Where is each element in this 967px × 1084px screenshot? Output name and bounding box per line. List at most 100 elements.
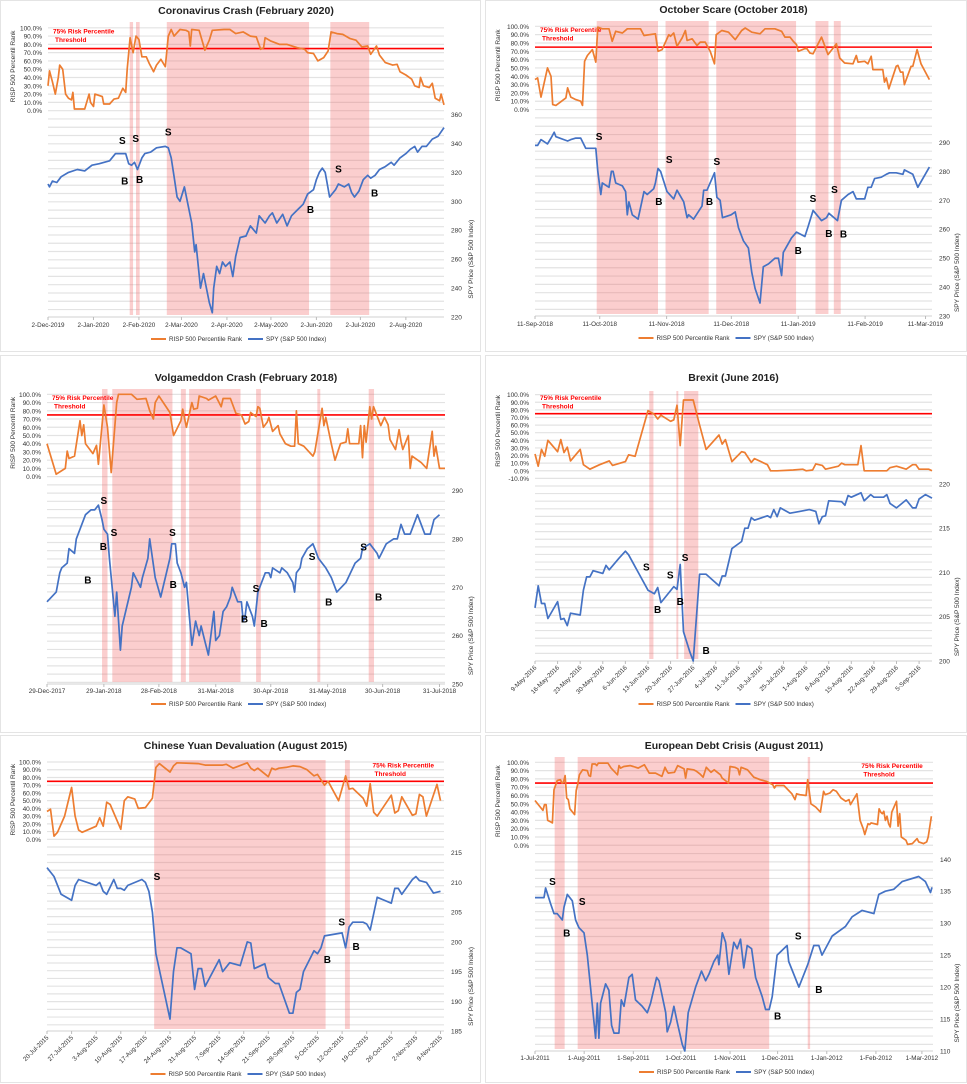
x-axis-tick-label: 28-Feb-2018 <box>141 688 178 695</box>
spy-axis-tick-label: 270 <box>452 585 463 592</box>
spy-axis-tick-label: 115 <box>940 1017 951 1024</box>
spy-axis-tick-label: 280 <box>452 536 463 543</box>
chart-title: Volgameddon Crash (February 2018) <box>155 372 337 384</box>
x-axis-tick-label: 31-May-2018 <box>309 688 347 695</box>
risp-axis-tick-label: 10.0% <box>23 829 42 836</box>
risk-shaded-region <box>649 391 654 659</box>
sell-signal-marker: S <box>119 136 126 147</box>
spy-axis-tick-label: 220 <box>939 481 950 488</box>
risp-axis-tick-label: 0.0% <box>27 108 42 115</box>
threshold-label-line2: Threshold <box>542 403 573 410</box>
spy-axis-tick-label: 220 <box>451 315 462 322</box>
risk-shaded-region <box>684 391 699 659</box>
risp-axis-tick-label: 90.0% <box>23 767 42 774</box>
spy-axis-tick-label: 130 <box>940 921 951 928</box>
x-axis-tick-label: 2-Jul-2020 <box>346 322 376 329</box>
buy-signal-marker: B <box>121 177 128 188</box>
x-axis-tick-label: 26-Oct-2015 <box>365 1034 395 1064</box>
buy-signal-marker: B <box>706 197 713 208</box>
spy-axis-tick-label: 250 <box>939 256 950 263</box>
buy-signal-marker: B <box>241 615 248 626</box>
sell-signal-marker: S <box>643 563 650 574</box>
risk-shaded-region <box>256 389 261 682</box>
sell-signal-marker: S <box>579 897 586 908</box>
spy-axis-tick-label: 125 <box>940 953 951 960</box>
sell-signal-marker: S <box>714 157 721 168</box>
x-axis-tick-label: 30-Apr-2018 <box>253 688 289 695</box>
risp-axis-tick-label: 70.0% <box>23 783 42 790</box>
risp-axis-tick-label: 0.0% <box>514 468 529 475</box>
x-axis-tick-label: 1-Dec-2011 <box>761 1055 794 1062</box>
risp-axis-tick-label: 10.0% <box>511 461 530 468</box>
risp-axis-tick-label: 70.0% <box>511 415 530 422</box>
spy-axis-tick-label: 210 <box>939 570 950 577</box>
legend-risp-label: RISP 500 Percentile Rank <box>657 1069 731 1076</box>
risp-axis-tick-label: 60.0% <box>23 790 42 797</box>
sell-signal-marker: S <box>335 164 342 175</box>
legend-risp-label: RISP 500 Percentile Rank <box>169 1071 243 1078</box>
sell-signal-marker: S <box>111 528 118 539</box>
buy-signal-marker: B <box>170 580 177 591</box>
risp-axis-tick-label: 50.0% <box>511 430 530 437</box>
spy-axis-tick-label: 360 <box>451 112 462 119</box>
risk-shaded-region <box>102 389 108 682</box>
buy-signal-marker: B <box>325 597 332 608</box>
threshold-label-line1: 75% Risk Percentile <box>52 395 114 402</box>
risp-axis-tick-label: 100.0% <box>19 760 41 767</box>
x-axis-tick-label: 1-Nov-2011 <box>714 1055 747 1062</box>
risp-axis-tick-label: 40.0% <box>511 74 530 81</box>
buy-signal-marker: B <box>655 197 662 208</box>
x-axis-tick-label: 11-Dec-2018 <box>713 321 749 328</box>
risp-axis-tick-label: 30.0% <box>23 449 42 456</box>
right-axis-title: SPY Price (S&P 500 Index) <box>954 577 961 656</box>
chart-svg: Coronavirus Crash (February 2020) 0.0%10.… <box>10 5 475 343</box>
risp-axis-tick-label: 10.0% <box>511 99 530 106</box>
sell-signal-marker: S <box>309 552 316 563</box>
x-axis-tick-label: 11-Jan-2019 <box>781 321 816 328</box>
spy-axis-tick-label: 240 <box>451 286 462 293</box>
x-axis-tick-label: 2-Jan-2020 <box>78 322 110 329</box>
spy-axis-tick-label: 240 <box>939 285 950 292</box>
x-axis-tick-label: 11-Sep-2018 <box>517 321 553 328</box>
risp-axis-tick-label: 60.0% <box>511 423 530 430</box>
spy-price-series-line <box>535 131 931 304</box>
x-axis-tick-label: 2-Jun-2020 <box>300 322 332 329</box>
x-axis-tick-label: 9-Nov-2015 <box>416 1034 445 1063</box>
risp-axis-tick-label: 70.0% <box>24 50 43 57</box>
spy-price-series-line <box>46 504 441 656</box>
chart-svg: Brexit (June 2016) -10.0%0.0%10.0%20.0%30… <box>495 372 961 708</box>
risp-axis-tick-label: 60.0% <box>24 58 43 65</box>
right-axis-title: SPY Price (S&P 500 Index) <box>468 596 475 675</box>
left-axis-title: RISP 500 Percentil Rank <box>10 763 17 836</box>
spy-axis-tick-label: 185 <box>451 1029 462 1036</box>
risp-percentile-series-line <box>534 762 933 846</box>
risk-shaded-region <box>676 391 679 659</box>
chart-panel-coronavirus-crash: Coronavirus Crash (February 2020) 0.0% 10.… <box>0 0 481 352</box>
sell-signal-marker: S <box>831 185 838 196</box>
spy-axis-tick-label: 210 <box>451 880 462 887</box>
chart-panel-chinese-yuan-devaluation: Chinese Yuan Devaluation (August 2015) 0.… <box>0 735 481 1083</box>
buy-signal-marker: B <box>100 542 107 553</box>
threshold-label-line1: 75% Risk Percentile <box>53 29 115 36</box>
risp-axis-tick-label: 40.0% <box>23 806 42 813</box>
chart-svg: Volgameddon Crash (February 2018) 0.0%10.… <box>10 372 475 708</box>
x-axis-tick-label: 29-Jan-2018 <box>86 688 122 695</box>
threshold-label-line1: 75% Risk Percentile <box>373 762 435 769</box>
chart-title: Brexit (June 2016) <box>688 372 778 384</box>
risk-shaded-region <box>807 757 811 1049</box>
risp-axis-tick-label: 40.0% <box>24 75 43 82</box>
threshold-label-line2: Threshold <box>542 36 573 43</box>
risk-shaded-region <box>180 389 186 682</box>
x-axis-tick-label: 1-Jan-2012 <box>811 1055 843 1062</box>
legend-risp-label: RISP 500 Percentile Rank <box>169 336 243 343</box>
threshold-label-line2: Threshold <box>863 772 894 779</box>
buy-signal-marker: B <box>825 229 832 240</box>
buy-signal-marker: B <box>136 175 143 186</box>
spy-axis-tick-label: 270 <box>939 198 950 205</box>
legend-risp-label: RISP 500 Percentile Rank <box>169 701 243 708</box>
legend-spy-label: SPY (S&P 500 Index) <box>754 1069 814 1076</box>
sell-signal-marker: S <box>165 128 172 139</box>
risk-shaded-region <box>554 757 565 1049</box>
x-axis-tick-label: 1-Oct-2011 <box>665 1055 697 1062</box>
sell-signal-marker: S <box>101 496 108 507</box>
